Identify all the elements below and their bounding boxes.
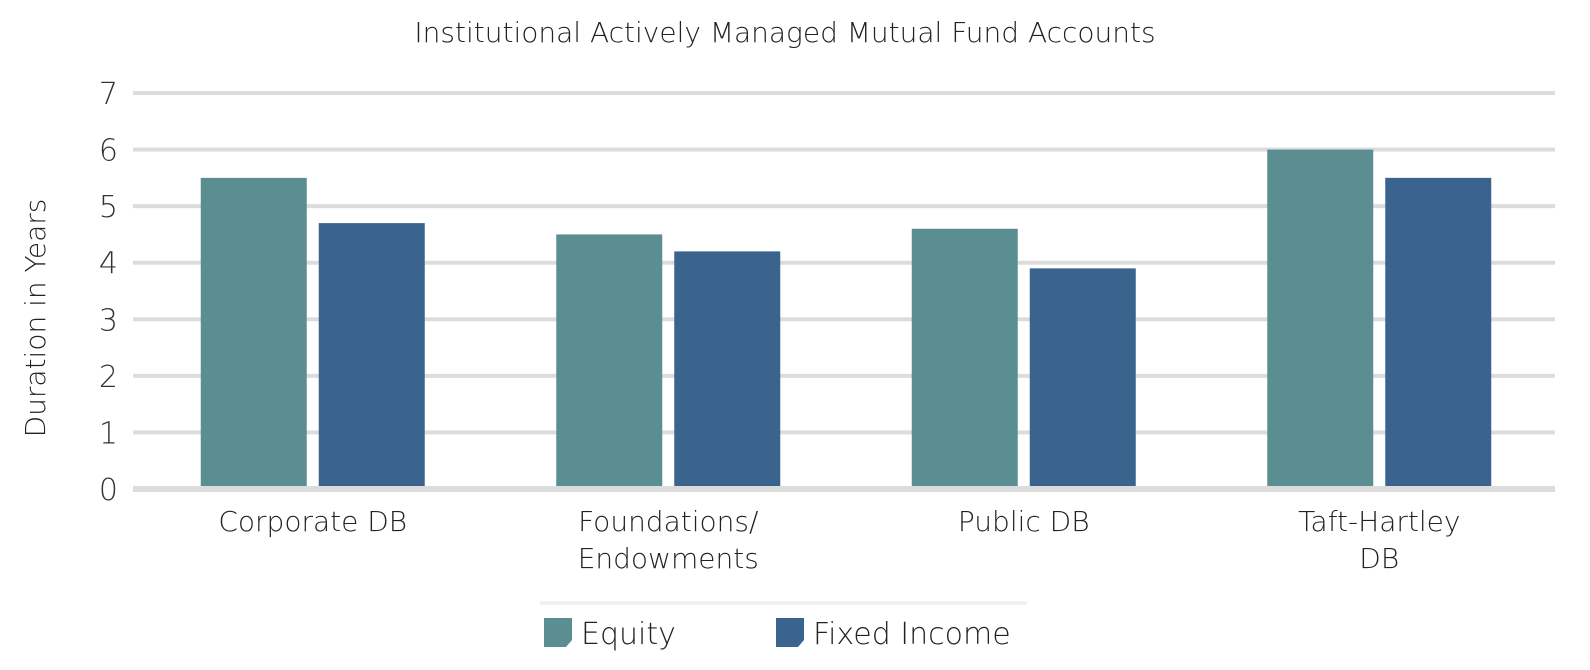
chart-title: Institutional Actively Managed Mutual Fu… [414, 16, 1155, 49]
x-axis-baseline [133, 486, 1555, 492]
gridline [133, 91, 1555, 95]
y-tick-label: 5 [99, 190, 118, 225]
x-tick-label: Foundations/ [578, 505, 758, 538]
bar-fixed-income [1029, 268, 1136, 486]
y-tick-label: 6 [99, 134, 118, 169]
legend-swatch-icon [544, 618, 572, 647]
y-tick-label: 0 [99, 473, 118, 508]
legend-label: Equity [581, 617, 676, 652]
bar-equity [911, 228, 1018, 486]
legend-divider [540, 601, 1027, 605]
bar-equity [200, 177, 307, 486]
x-tick-label: Corporate DB [218, 505, 407, 538]
gridline [133, 204, 1555, 209]
y-tick-label: 1 [99, 416, 118, 451]
legend-label: Fixed Income [813, 617, 1011, 652]
x-tick-label: DB [1359, 542, 1399, 575]
bar-equity [1267, 149, 1374, 487]
bar-fixed-income [674, 251, 781, 486]
legend-swatch-icon [776, 618, 804, 647]
y-axis-label: Duration in Years [19, 199, 52, 438]
gridline [133, 147, 1555, 152]
bar-fixed-income [318, 223, 425, 486]
gridline [133, 430, 1555, 435]
y-tick-label: 2 [99, 360, 118, 395]
bar-equity [556, 234, 663, 486]
gridline [133, 260, 1555, 265]
x-tick-label: Endowments [578, 542, 759, 575]
x-tick-label: Taft-Hartley [1298, 505, 1460, 538]
x-tick-label: Public DB [958, 505, 1090, 538]
gridline [133, 373, 1555, 378]
bar-fixed-income [1385, 177, 1492, 486]
y-tick-label: 3 [99, 303, 118, 338]
y-tick-label: 4 [99, 247, 118, 282]
gridline [133, 317, 1555, 322]
y-tick-label: 7 [99, 77, 118, 112]
